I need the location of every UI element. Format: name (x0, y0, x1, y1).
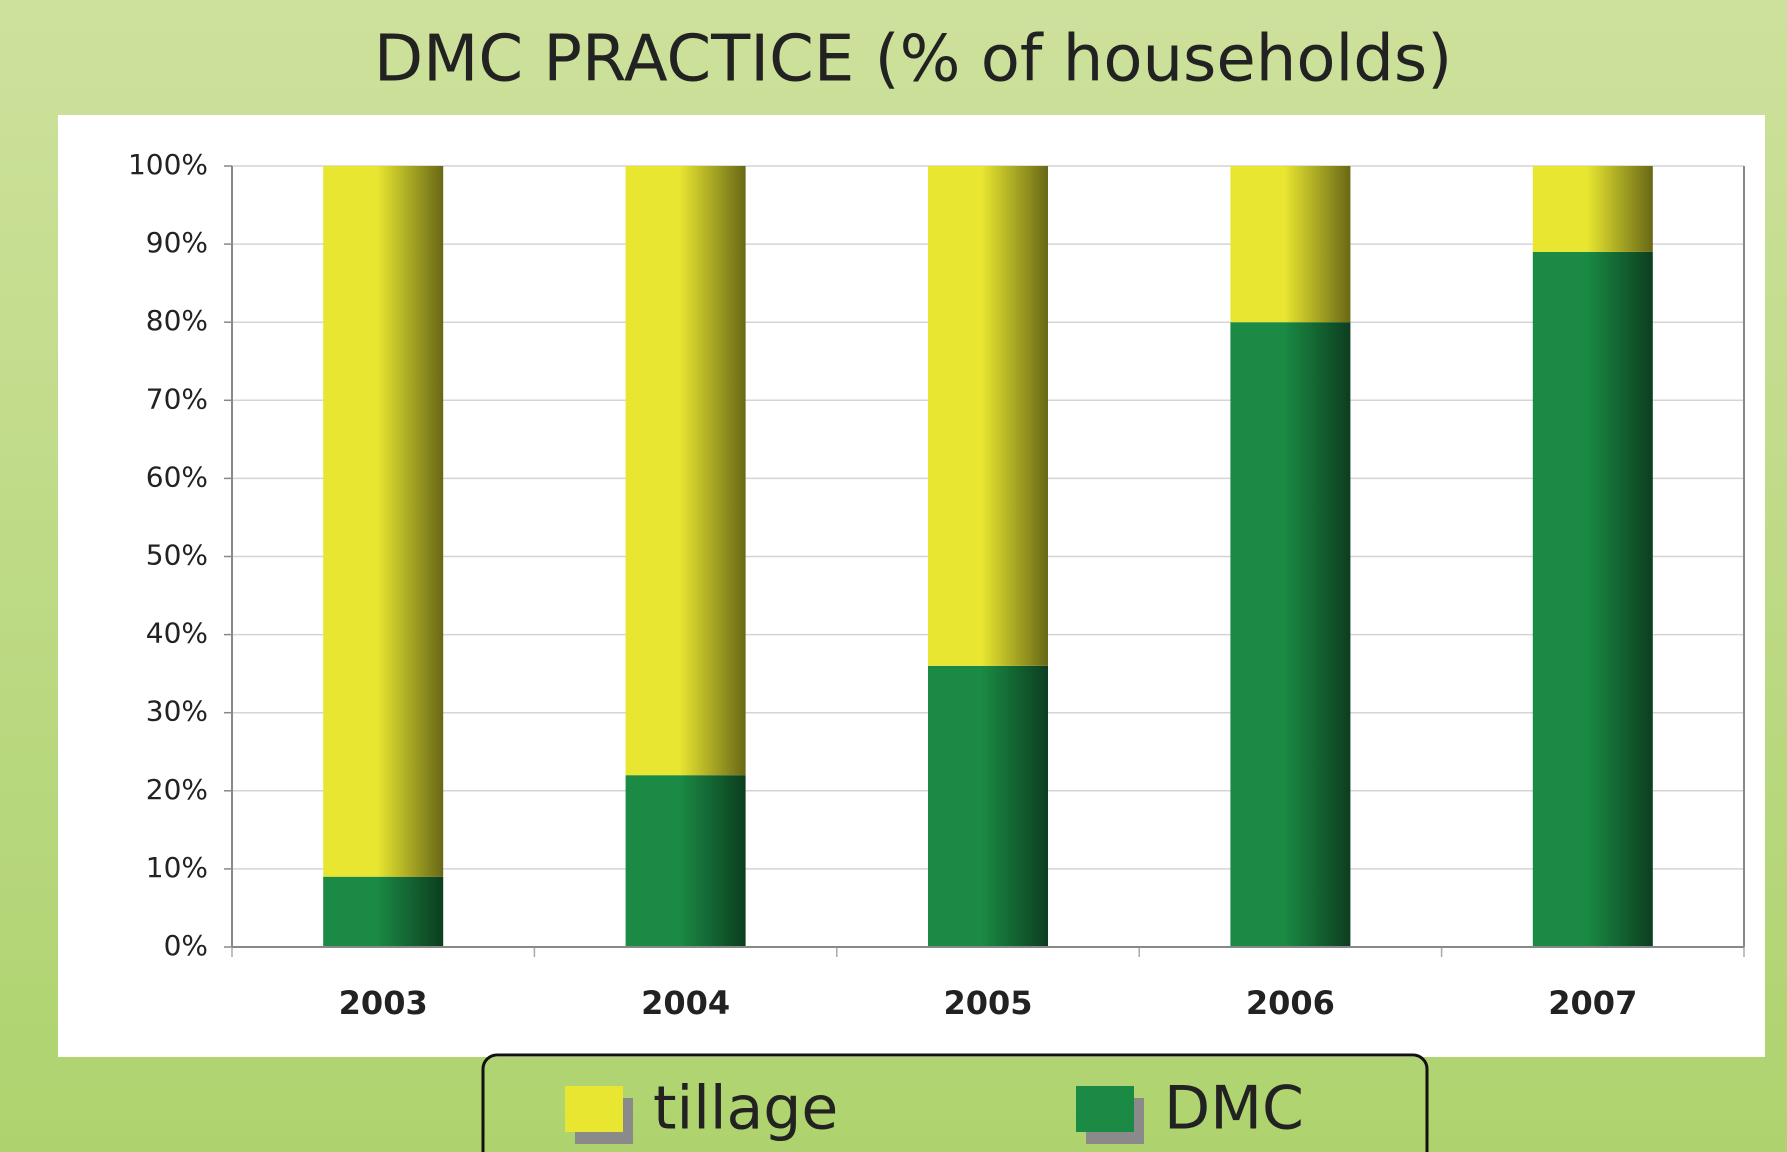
y-tick-label: 10% (146, 851, 208, 884)
legend-swatch (1076, 1086, 1134, 1132)
x-tick-label: 2006 (1246, 984, 1335, 1022)
bar-segment (625, 775, 746, 947)
y-tick-label: 50% (146, 539, 208, 572)
x-tick-label: 2007 (1548, 984, 1637, 1022)
bar-segment (625, 166, 746, 776)
x-tick-label: 2003 (339, 984, 428, 1022)
y-tick-label: 40% (146, 617, 208, 650)
x-tick-label: 2005 (943, 984, 1032, 1022)
bar-segment (1230, 322, 1351, 947)
plot-panel (58, 115, 1765, 1057)
y-tick-label: 80% (146, 304, 208, 337)
bar-segment (928, 665, 1048, 947)
bar-segment (1532, 166, 1653, 252)
bar-segment (323, 876, 444, 947)
x-tick-label: 2004 (641, 984, 730, 1022)
bar-segment (928, 166, 1048, 666)
legend-label: DMC (1164, 1074, 1304, 1144)
y-tick-label: 20% (146, 773, 208, 806)
bar-segment (1230, 166, 1351, 323)
y-tick-label: 60% (146, 460, 208, 493)
y-tick-label: 30% (146, 695, 208, 728)
y-tick-label: 100% (128, 148, 208, 181)
y-tick-label: 70% (146, 382, 208, 415)
legend-label: tillage (653, 1074, 838, 1144)
bar-segment (323, 166, 444, 877)
legend-swatch (565, 1086, 623, 1132)
y-tick-label: 90% (146, 226, 208, 259)
y-tick-label: 0% (164, 929, 208, 962)
bar-segment (1532, 251, 1653, 947)
chart-title: DMC PRACTICE (% of households) (374, 23, 1452, 97)
legend-box (481, 1053, 1429, 1152)
